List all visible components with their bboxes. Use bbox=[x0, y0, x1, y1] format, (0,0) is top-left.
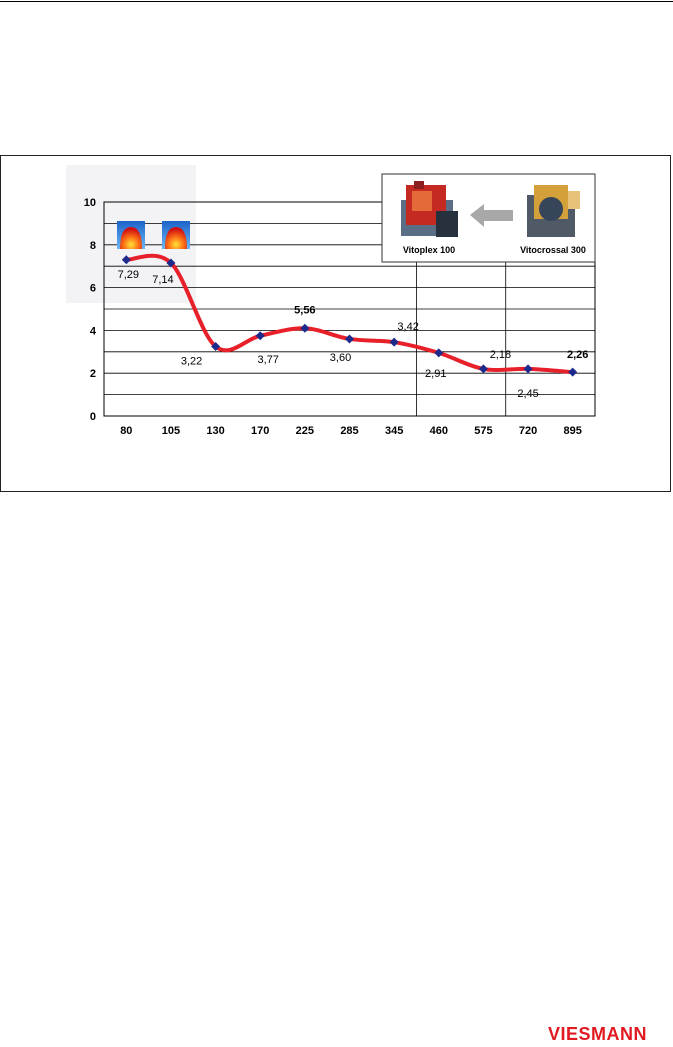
data-point-marker bbox=[434, 348, 444, 358]
data-point-marker bbox=[345, 334, 354, 344]
data-label: 3,22 bbox=[181, 355, 202, 367]
x-tick-label: 575 bbox=[474, 425, 492, 437]
data-label: 2,18 bbox=[490, 349, 511, 361]
data-point-marker bbox=[300, 323, 310, 333]
data-label: 2,26 bbox=[567, 349, 588, 361]
flame-icon bbox=[162, 221, 190, 249]
x-tick-label: 895 bbox=[564, 425, 582, 437]
data-label: 7,14 bbox=[152, 274, 173, 286]
flame-icon bbox=[117, 221, 145, 249]
x-axis: 80 105 130 170 225 285 345 460 575 720 895 bbox=[120, 425, 582, 437]
x-tick-label: 225 bbox=[296, 425, 314, 437]
data-point-marker bbox=[568, 367, 578, 377]
y-axis: 0 2 4 6 8 10 bbox=[84, 197, 97, 423]
data-label: 3,42 bbox=[397, 321, 418, 333]
data-point-marker bbox=[478, 364, 488, 374]
data-point-marker bbox=[166, 258, 176, 268]
chart-frame bbox=[0, 155, 671, 492]
brand-logo: VIESMANN bbox=[548, 1024, 648, 1044]
y-tick-label: 2 bbox=[90, 368, 96, 380]
efficiency-line-chart: 0 2 4 6 8 10 80 105 130 170 225 285 345 460 575 720 895… bbox=[66, 165, 596, 437]
data-point-marker bbox=[255, 331, 265, 341]
data-label: 3,77 bbox=[258, 354, 279, 366]
x-tick-label: 460 bbox=[430, 425, 448, 437]
data-label: 7,29 bbox=[118, 269, 139, 281]
y-tick-label: 8 bbox=[90, 240, 96, 252]
x-tick-label: 105 bbox=[162, 425, 180, 437]
y-tick-label: 4 bbox=[90, 325, 97, 337]
x-tick-label: 345 bbox=[385, 425, 403, 437]
y-tick-label: 0 bbox=[90, 411, 96, 423]
data-label: 3,60 bbox=[330, 352, 351, 364]
markers bbox=[121, 255, 578, 377]
inset-label-vitoplex: Vitoplex 100 bbox=[403, 245, 455, 255]
data-point-marker bbox=[211, 341, 221, 351]
top-rule bbox=[0, 1, 673, 2]
data-labels: 7,29 7,14 3,22 3,77 5,56 3,60 3,42 2,91 2,18 2,45… bbox=[118, 269, 589, 400]
boiler-inset: Vitoplex 100 Vitocrossal 300 bbox=[381, 173, 596, 263]
data-point-marker bbox=[523, 364, 533, 374]
vitoplex-boiler-icon bbox=[401, 181, 458, 237]
inset-label-vitocrossal: Vitocrossal 300 bbox=[520, 245, 586, 255]
data-point-marker bbox=[121, 255, 131, 265]
x-tick-label: 285 bbox=[340, 425, 358, 437]
x-tick-label: 130 bbox=[206, 425, 224, 437]
y-tick-label: 10 bbox=[84, 197, 96, 209]
x-tick-label: 80 bbox=[120, 425, 132, 437]
data-label: 2,45 bbox=[517, 388, 538, 400]
x-tick-label: 170 bbox=[251, 425, 269, 437]
data-label: 2,91 bbox=[425, 368, 446, 380]
data-label: 5,56 bbox=[294, 304, 315, 316]
data-point-marker bbox=[389, 337, 399, 347]
x-tick-label: 720 bbox=[519, 425, 537, 437]
y-tick-label: 6 bbox=[90, 283, 96, 295]
arrow-left-icon bbox=[470, 204, 513, 227]
vitocrossal-boiler-icon bbox=[527, 185, 580, 237]
